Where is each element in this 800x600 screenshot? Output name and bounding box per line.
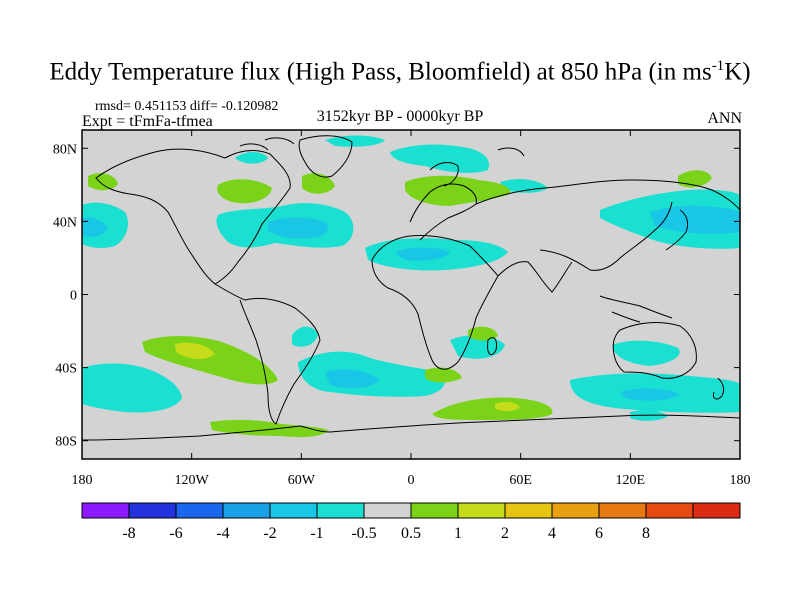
colorbar-label: -8 bbox=[122, 525, 135, 542]
experiment-label: Expt = tFmFa-tfmea bbox=[82, 113, 213, 130]
colorbar-swatch bbox=[598, 502, 647, 519]
colorbar-swatch bbox=[410, 502, 459, 519]
lon-tick-label: 60E bbox=[509, 473, 532, 488]
lon-tick-label: 0 bbox=[408, 473, 415, 488]
colorbar-swatch bbox=[128, 502, 177, 519]
colorbar-label: -1 bbox=[310, 525, 323, 542]
colorbar-swatch bbox=[692, 502, 741, 519]
title-superscript: -1 bbox=[711, 58, 725, 74]
period-label: 3152kyr BP - 0000kyr BP bbox=[316, 108, 484, 125]
colorbar-label: 6 bbox=[595, 525, 603, 542]
colorbar-label: -0.5 bbox=[351, 525, 376, 542]
colorbar: -8 -6 -4 -2 -1 -0.5 0.5 1 2 4 6 8 bbox=[81, 502, 741, 542]
stats-text: rmsd= 0.451153 diff= -0.120982 bbox=[95, 99, 279, 114]
colorbar-label: 0.5 bbox=[401, 525, 421, 542]
colorbar-swatch bbox=[457, 502, 506, 519]
colorbar-swatch bbox=[316, 502, 365, 519]
lon-tick-label: 180 bbox=[730, 473, 751, 488]
colorbar-swatch bbox=[81, 502, 130, 519]
colorbar-label: -2 bbox=[263, 525, 276, 542]
colorbar-label: 8 bbox=[642, 525, 650, 542]
anomaly-fields bbox=[82, 135, 740, 438]
colorbar-swatch bbox=[363, 502, 412, 519]
colorbar-swatch bbox=[175, 502, 224, 519]
colorbar-swatch bbox=[551, 502, 600, 519]
colorbar-label: 2 bbox=[501, 525, 509, 542]
colorbar-swatch bbox=[504, 502, 553, 519]
lat-tick-label: 0 bbox=[70, 289, 77, 304]
colorbar-swatch bbox=[222, 502, 271, 519]
lat-tick-label: 40S bbox=[55, 362, 77, 377]
colorbar-label: -4 bbox=[216, 525, 229, 542]
colorbar-swatch bbox=[269, 502, 318, 519]
lat-tick-label: 80S bbox=[55, 435, 77, 450]
colorbar-swatch bbox=[645, 502, 694, 519]
lon-tick-label: 120W bbox=[175, 473, 210, 488]
coastlines bbox=[82, 135, 740, 441]
colorbar-label: -6 bbox=[169, 525, 182, 542]
lon-tick-label: 180 bbox=[72, 473, 93, 488]
plot-title: Eddy Temperature flux (High Pass, Bloomf… bbox=[49, 58, 751, 86]
lat-tick-label: 80N bbox=[53, 142, 77, 157]
lon-tick-label: 60W bbox=[288, 473, 316, 488]
colorbar-label: 4 bbox=[548, 525, 556, 542]
lon-tick-label: 120E bbox=[616, 473, 646, 488]
colorbar-label: 1 bbox=[454, 525, 462, 542]
season-label: ANN bbox=[707, 110, 742, 127]
lat-tick-label: 40N bbox=[53, 215, 77, 230]
map-axes: 80N 40N 0 40S 80S 180 120W 60W 0 60E 120E 180 bbox=[53, 130, 751, 488]
